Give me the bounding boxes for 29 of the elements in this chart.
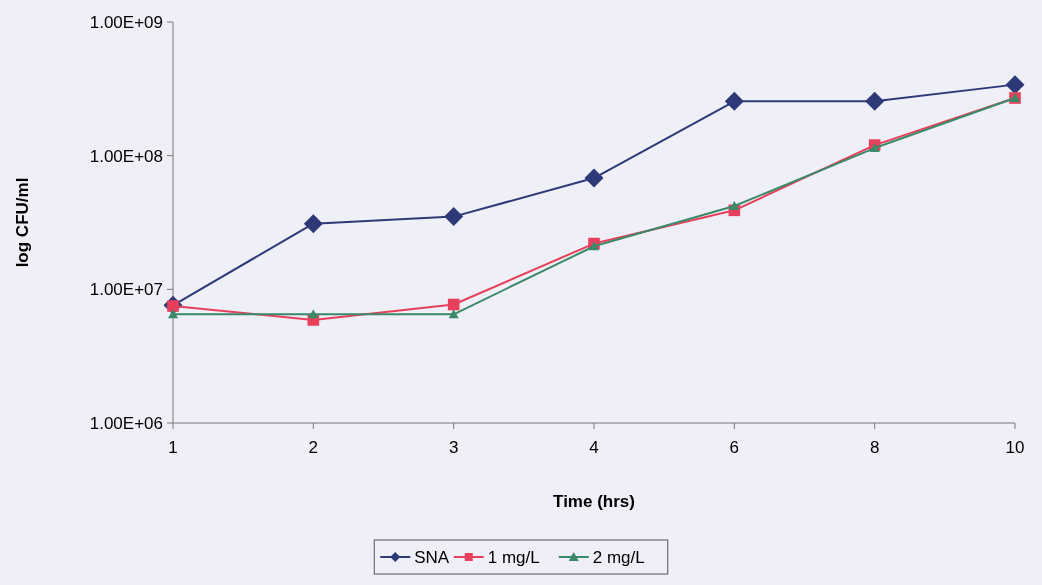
point [303, 214, 323, 234]
x-tick-label: 6 [729, 438, 740, 457]
point [444, 207, 464, 227]
point [584, 168, 604, 188]
point [448, 309, 459, 319]
legend-label: SNA [414, 547, 450, 567]
x-tick-label: 8 [869, 438, 880, 457]
y-tick-label: 1.00E+08 [89, 146, 163, 166]
x-tick-label: 10 [1005, 438, 1025, 457]
x-tick-label: 4 [589, 438, 599, 457]
x-axis-title: Time (hrs) [553, 492, 635, 511]
point [308, 309, 319, 319]
point [447, 298, 460, 311]
x-tick-label: 2 [308, 438, 319, 457]
y-tick-label: 1.00E+07 [89, 280, 163, 300]
y-tick-label: 1.00E+06 [89, 413, 163, 433]
legend-label: 2 mg/L [592, 547, 645, 567]
legend-label: 1 mg/L [487, 547, 540, 567]
point [1005, 75, 1025, 95]
point [729, 201, 740, 211]
point [865, 91, 885, 111]
point [589, 241, 599, 251]
y-tick-label: 1.00E+09 [89, 12, 163, 32]
y-axis-title: log CFU/ml [13, 177, 32, 268]
x-tick-label: 1 [168, 438, 178, 457]
point [869, 143, 880, 153]
point [724, 91, 744, 111]
x-tick-label: 3 [448, 438, 459, 457]
point [168, 309, 178, 319]
